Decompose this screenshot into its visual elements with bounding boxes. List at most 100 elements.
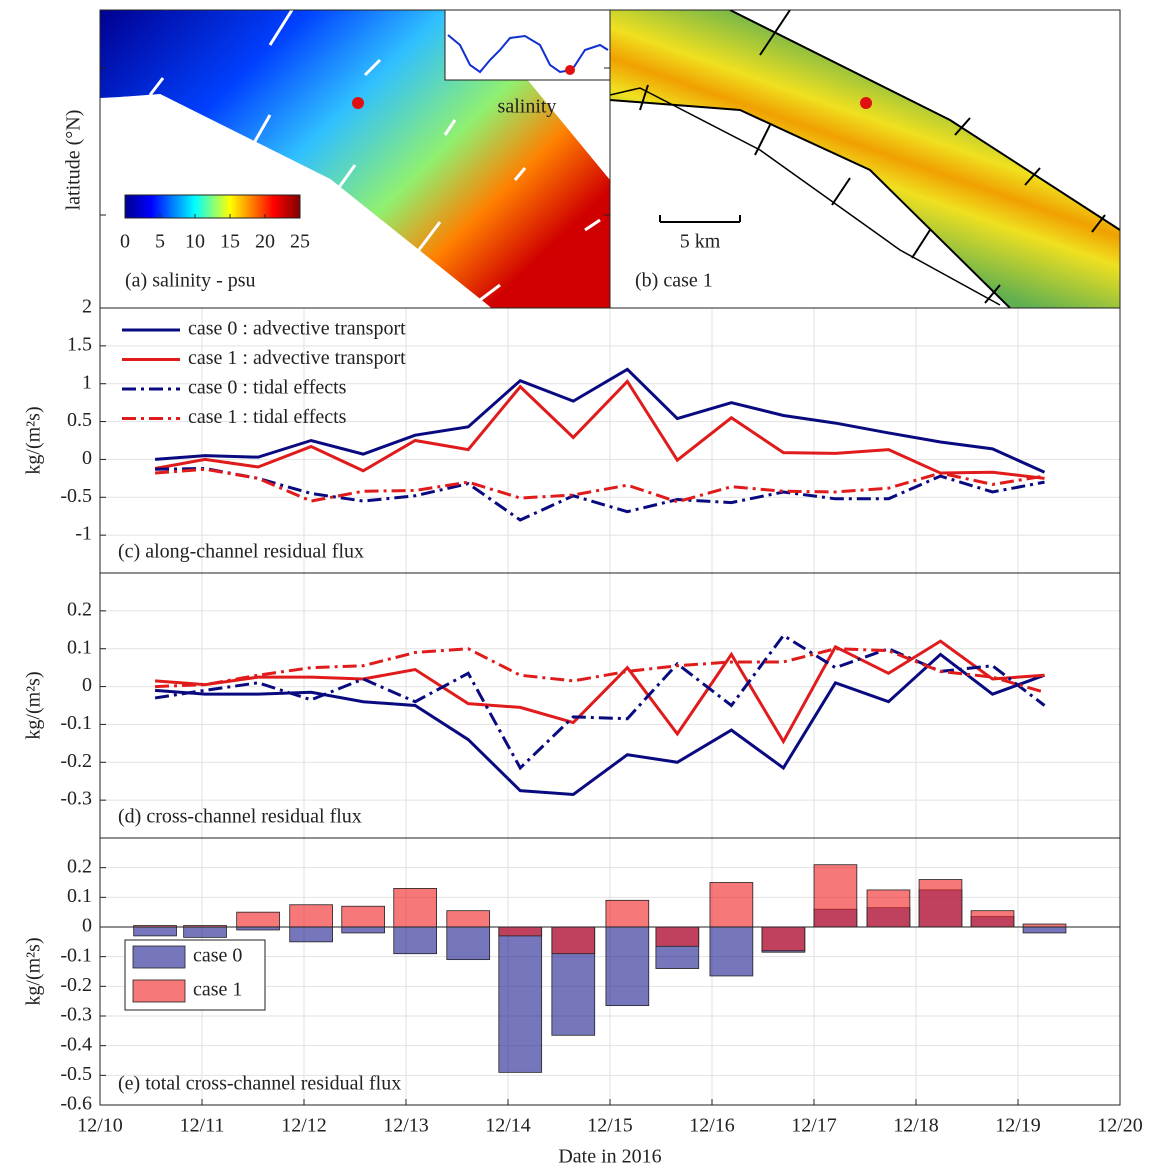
inset-dot — [565, 65, 575, 75]
bar — [133, 926, 177, 937]
bar — [605, 899, 650, 928]
panel-label: (b) case 1 — [635, 270, 713, 292]
y-tick-label: -0.2 — [60, 750, 92, 772]
x-tick-label: 12/19 — [995, 1115, 1041, 1137]
y-tick-label: 0.1 — [67, 885, 92, 907]
bar — [761, 926, 806, 952]
bar — [655, 926, 700, 947]
bar — [605, 926, 650, 1007]
bar — [183, 926, 227, 938]
y-tick-label: -1 — [75, 523, 92, 545]
bar — [498, 926, 543, 937]
y-tick-label: -0.3 — [60, 788, 92, 810]
y-tick-label: 0 — [82, 447, 92, 469]
bar — [709, 882, 754, 928]
colorbar-tick-label: 0 — [120, 231, 130, 253]
line — [154, 633, 1046, 771]
line — [154, 652, 1046, 796]
bar — [551, 926, 596, 955]
map-a — [100, 10, 610, 308]
y-axis-label: kg/(m²s) — [23, 671, 45, 739]
bar — [393, 926, 438, 955]
bar — [446, 910, 491, 928]
y-tick-label: 0 — [82, 915, 92, 937]
line — [154, 639, 1045, 745]
y-tick-label: 0.2 — [67, 855, 92, 877]
station — [860, 97, 872, 109]
bar — [970, 910, 1015, 928]
line — [154, 367, 1046, 474]
grid-line-map — [610, 87, 1001, 306]
transects — [639, 10, 1106, 304]
y-tick-label: 0.1 — [67, 636, 92, 658]
y-axis-label: latitude (°N) — [63, 110, 85, 211]
boundary — [729, 10, 1120, 231]
bar — [709, 926, 754, 977]
salinity-field — [100, 10, 610, 308]
y-tick-label: 0.2 — [67, 598, 92, 620]
y-tick-label: 1.5 — [67, 333, 92, 355]
y-tick-label: -0.3 — [60, 1004, 92, 1026]
x-tick-label: 12/17 — [791, 1115, 837, 1137]
legend-swatch — [132, 979, 186, 1003]
boundary — [610, 99, 1011, 308]
depth-field — [610, 10, 1120, 308]
colorbar-tick-label: 5 — [155, 231, 165, 253]
panel-label: (d) cross-channel residual flux — [118, 806, 362, 828]
bar — [918, 879, 963, 928]
bar — [498, 926, 543, 1073]
x-tick-label: 12/13 — [383, 1115, 429, 1137]
y-tick-label: -0.5 — [60, 485, 92, 507]
x-tick-label: 12/16 — [689, 1115, 735, 1137]
y-tick-label: 1 — [82, 371, 92, 393]
legend-label: case 0 : tidal effects — [188, 377, 347, 399]
bar — [236, 911, 280, 928]
legend-label: case 1 — [193, 979, 242, 1001]
bar — [446, 926, 491, 961]
bar — [341, 926, 385, 934]
scale-bar — [659, 215, 741, 223]
bar — [1022, 926, 1067, 934]
bar — [393, 888, 438, 928]
bar — [813, 864, 858, 928]
inset-line — [447, 34, 609, 74]
panel-label: (a) salinity - psu — [125, 270, 256, 292]
x-axis-label: Date in 2016 — [558, 1146, 661, 1168]
x-tick-label: 12/10 — [77, 1115, 123, 1137]
legend-label: case 0 : advective transport — [188, 318, 406, 340]
x-tick-label: 12/20 — [1097, 1115, 1143, 1137]
legend-label: case 1 : tidal effects — [188, 406, 347, 428]
station — [352, 97, 364, 109]
bar — [289, 904, 333, 928]
y-tick-label: 2 — [82, 296, 92, 318]
y-tick-label: -0.2 — [60, 974, 92, 996]
y-tick-label: 0.5 — [67, 409, 92, 431]
y-axis-label: kg/(m²s) — [23, 937, 45, 1005]
y-tick-label: -0.6 — [60, 1093, 92, 1115]
x-tick-label: 12/11 — [180, 1115, 225, 1137]
boundary — [119, 93, 491, 308]
y-tick-label: -0.5 — [60, 1063, 92, 1085]
colorbar-tick-label: 25 — [290, 231, 310, 253]
bar — [341, 905, 385, 928]
y-tick-label: 0 — [82, 674, 92, 696]
panel-label: (c) along-channel residual flux — [118, 541, 364, 563]
y-tick-label: -0.4 — [60, 1033, 92, 1055]
scale-label: 5 km — [680, 231, 721, 253]
colorbar-tick-label: 15 — [220, 231, 240, 253]
bar — [866, 889, 911, 928]
map-b — [610, 10, 1120, 308]
x-tick-label: 12/12 — [281, 1115, 327, 1137]
legend-swatch — [132, 945, 186, 969]
line — [155, 647, 1045, 694]
line — [155, 467, 1045, 522]
bar — [289, 926, 333, 943]
x-tick-label: 12/15 — [587, 1115, 633, 1137]
legend-label: case 0 — [193, 945, 242, 967]
x-tick-label: 12/14 — [485, 1115, 531, 1137]
line — [154, 379, 1045, 480]
y-tick-label: -0.1 — [60, 944, 92, 966]
legend-label: case 1 : advective transport — [188, 347, 406, 369]
colorbar-tick-label: 20 — [255, 231, 275, 253]
